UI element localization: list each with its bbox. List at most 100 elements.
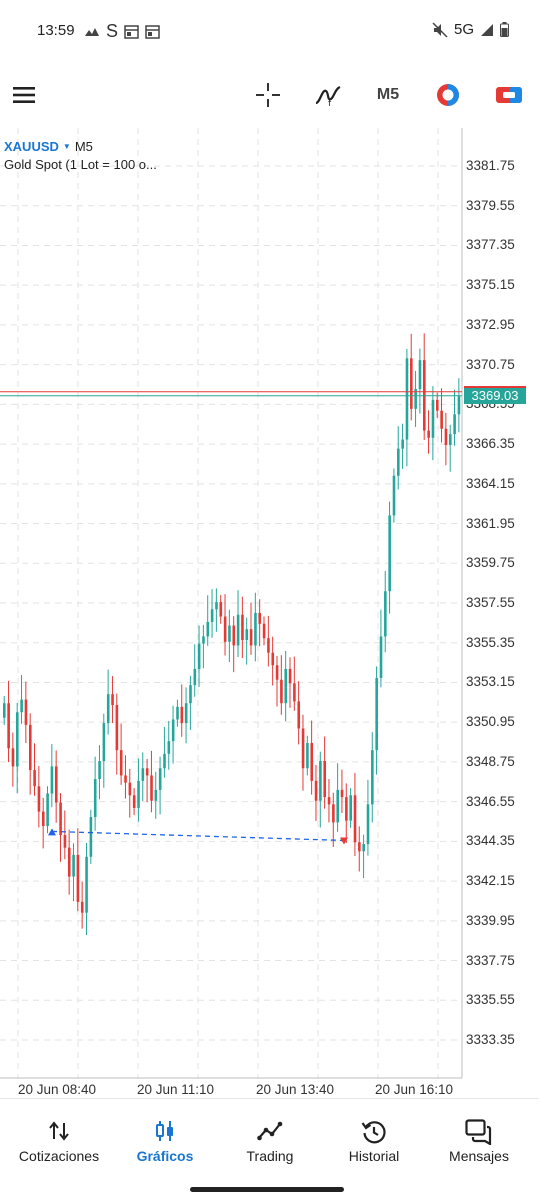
candle-body: [189, 685, 192, 704]
candle-body: [371, 750, 374, 805]
indicators-button[interactable]: f: [313, 78, 343, 112]
candle-body: [223, 616, 227, 642]
candle-body: [310, 742, 314, 781]
svg-text:f: f: [328, 99, 332, 107]
nav-label-mensajes: Mensajes: [449, 1148, 509, 1164]
chart-area[interactable]: XAUUSD ▼ M5 Gold Spot (1 Lot = 100 o... …: [0, 128, 539, 1098]
menu-icon: [13, 87, 35, 103]
candle-body: [180, 706, 184, 724]
candle-body: [93, 779, 97, 817]
candle-body: [336, 789, 340, 823]
candle-body: [98, 761, 101, 780]
nav-historial[interactable]: Historial: [320, 1099, 428, 1179]
candle-body: [20, 699, 23, 713]
candle-body: [236, 614, 240, 646]
candle-body: [306, 742, 309, 769]
candle-body: [145, 768, 149, 776]
buy-marker-icon: [48, 828, 56, 836]
gesture-handle[interactable]: [190, 1187, 344, 1192]
price-axis-label: 3344.35: [466, 833, 515, 849]
candle-body: [176, 706, 179, 720]
candle-body: [397, 448, 400, 476]
nav-label-graficos: Gráficos: [136, 1148, 194, 1164]
candle-body: [3, 703, 6, 718]
candle-body: [288, 668, 292, 684]
time-axis-label: 20 Jun 11:10: [137, 1082, 215, 1097]
candle-body: [362, 844, 365, 852]
candle-body: [80, 901, 84, 913]
menu-button[interactable]: [10, 78, 38, 112]
candle-body: [245, 629, 249, 641]
candle-body: [119, 750, 123, 776]
trade-history-line: [51, 830, 345, 842]
symbol-timeframe: M5: [74, 139, 93, 154]
candle-body: [457, 396, 461, 415]
price-axis-label: 3342.15: [466, 873, 515, 889]
symbol-header[interactable]: XAUUSD ▼ M5: [4, 139, 93, 154]
nav-trading[interactable]: Trading: [216, 1099, 324, 1179]
s-app-icon: S: [106, 21, 119, 41]
candle-body: [436, 399, 439, 411]
nav-mensajes[interactable]: Mensajes: [425, 1099, 533, 1179]
candle-body: [76, 854, 80, 902]
nav-cotizaciones[interactable]: Cotizaciones: [5, 1099, 113, 1179]
candle-body: [327, 797, 331, 805]
candle-body: [184, 703, 188, 724]
candle-body: [141, 768, 145, 781]
candle-body: [54, 766, 58, 803]
symbol-name[interactable]: XAUUSD: [4, 139, 59, 154]
calendar-icon: [124, 24, 139, 39]
candle-body: [193, 668, 197, 686]
candle-body: [106, 694, 110, 724]
candle-body: [249, 629, 253, 646]
candle-body: [67, 847, 71, 877]
candle-body: [301, 728, 305, 769]
candle-body: [102, 723, 106, 762]
chart-toolbar: f M5: [0, 62, 539, 128]
candle-body: [85, 856, 88, 913]
nav-graficos[interactable]: Gráficos: [111, 1099, 219, 1179]
timeframe-label: M5: [376, 86, 400, 103]
price-axis-label: 3359.75: [466, 555, 515, 571]
nav-label-historial: Historial: [348, 1148, 400, 1164]
candle-body: [11, 748, 15, 767]
color-circle-icon: [437, 84, 459, 106]
price-axis-label: 3364.15: [466, 475, 515, 491]
candle-body: [254, 612, 257, 646]
candle-body: [33, 770, 36, 787]
crosshair-button[interactable]: [254, 78, 282, 112]
sort-arrows-icon: [49, 1121, 69, 1141]
candle-body: [444, 428, 448, 445]
candle-body: [401, 439, 404, 449]
candle-body: [202, 636, 205, 644]
price-axis-label: 3366.35: [466, 436, 515, 452]
candle-body: [427, 430, 430, 438]
timeframe-button[interactable]: M5: [370, 78, 406, 112]
candle-body: [258, 612, 262, 624]
candle-body: [210, 609, 214, 622]
candle-body: [28, 724, 32, 771]
symbol-description: Gold Spot (1 Lot = 100 o...: [4, 157, 157, 172]
candle-body: [150, 775, 153, 801]
candle-body: [375, 677, 378, 751]
candle-body: [163, 753, 166, 769]
price-axis-label: 3375.15: [466, 277, 515, 293]
one-click-trade-button[interactable]: [494, 78, 524, 112]
symbol-dropdown-icon[interactable]: ▼: [62, 142, 71, 151]
price-axis-label: 3377.35: [466, 237, 515, 253]
candle-body: [448, 434, 452, 445]
chart-color-button[interactable]: [434, 78, 462, 112]
candle-body: [284, 668, 288, 704]
nav-label-cotizaciones: Cotizaciones: [18, 1148, 100, 1164]
battery-icon: [500, 22, 509, 37]
candlestick-chart[interactable]: [0, 128, 539, 1098]
candle-body: [384, 591, 387, 637]
current-price-label: 3369.03: [464, 386, 526, 404]
candle-body: [414, 389, 417, 409]
candle-body: [453, 414, 456, 435]
candle-body: [319, 761, 322, 801]
candle-body: [89, 816, 93, 857]
candle-body: [197, 643, 201, 669]
candle-body: [379, 636, 383, 678]
candle-body: [41, 811, 45, 827]
